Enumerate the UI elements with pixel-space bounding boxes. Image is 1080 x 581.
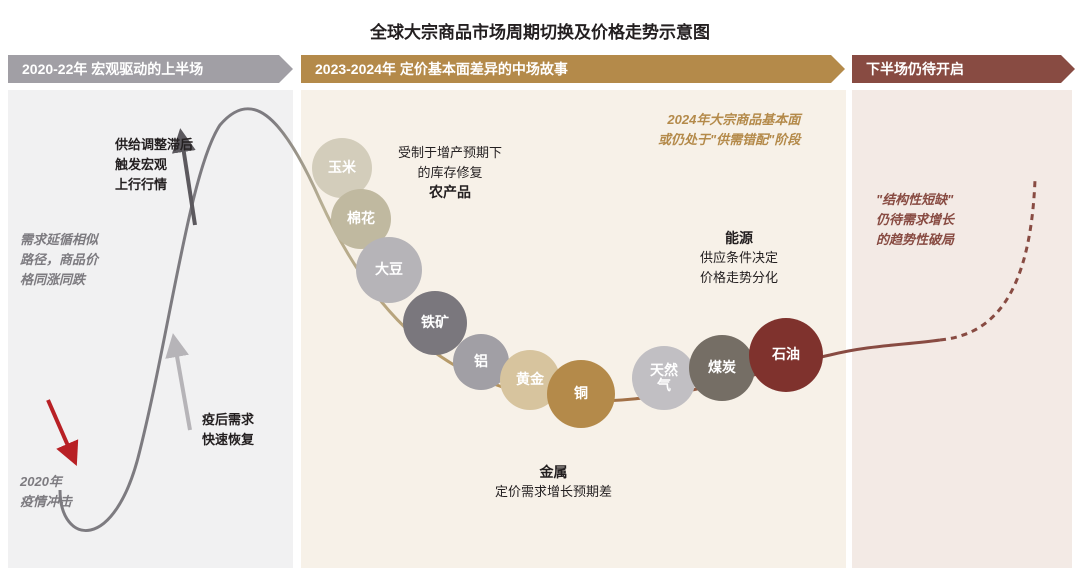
anno-supply-lag: 供给调整滞后触发宏观上行行情 xyxy=(115,135,193,195)
bubble-天然气: 天然气 xyxy=(632,346,696,410)
bubble-石油: 石油 xyxy=(749,318,823,392)
cat-metal: 金属定价需求增长预期差 xyxy=(495,462,612,502)
anno-recovery: 疫后需求快速恢复 xyxy=(202,410,254,450)
bubble-大豆: 大豆 xyxy=(356,237,422,303)
anno-structural: "结构性短缺"仍待需求增长的趋势性破局 xyxy=(876,190,954,250)
chart-title: 全球大宗商品市场周期切换及价格走势示意图 xyxy=(0,18,1080,43)
phase-bar-1: 2020-22年 宏观驱动的上半场 xyxy=(8,55,279,83)
cat-agri: 受制于增产预期下的库存修复农产品 xyxy=(398,143,502,202)
anno-2024-mismatch: 2024年大宗商品基本面或仍处于"供需错配"阶段 xyxy=(658,110,800,150)
panel-3 xyxy=(852,90,1072,568)
phase-bar-2: 2023-2024年 定价基本面差异的中场故事 xyxy=(301,55,831,83)
phase-bar-3: 下半场仍待开启 xyxy=(852,55,1061,83)
anno-covid-2020: 2020年疫情冲击 xyxy=(20,472,72,512)
anno-demand-path: 需求延循相似路径，商品价格同涨同跌 xyxy=(20,230,98,290)
bubble-铜: 铜 xyxy=(547,360,615,428)
bubble-煤炭: 煤炭 xyxy=(689,335,755,401)
cat-energy: 能源供应条件决定价格走势分化 xyxy=(700,228,778,287)
